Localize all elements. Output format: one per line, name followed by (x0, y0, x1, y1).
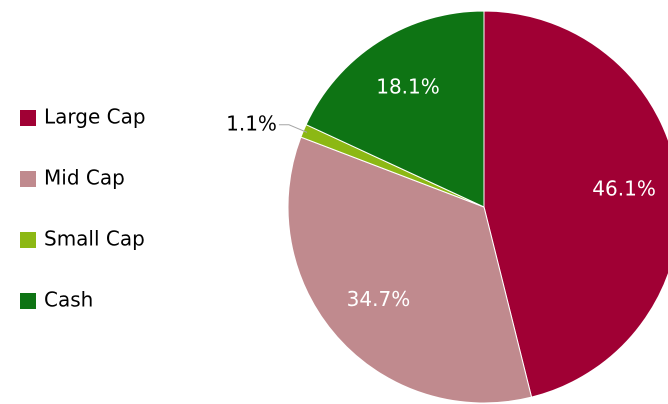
data-label: 1.1% (226, 111, 277, 135)
legend-label: Large Cap (44, 105, 146, 129)
leader-line (278, 124, 308, 133)
legend-label: Cash (44, 288, 93, 312)
data-label: 34.7% (347, 287, 411, 311)
legend-swatch (20, 293, 36, 309)
legend-swatch (20, 232, 36, 248)
legend-swatch (20, 110, 36, 126)
legend-label: Mid Cap (44, 166, 125, 190)
legend-swatch (20, 171, 36, 187)
pie-slice (483, 10, 668, 398)
data-label: 46.1% (592, 176, 656, 200)
pie-slice (305, 10, 485, 208)
pie-slice (287, 136, 533, 404)
legend-label: Small Cap (44, 227, 145, 251)
data-label: 18.1% (376, 75, 440, 99)
